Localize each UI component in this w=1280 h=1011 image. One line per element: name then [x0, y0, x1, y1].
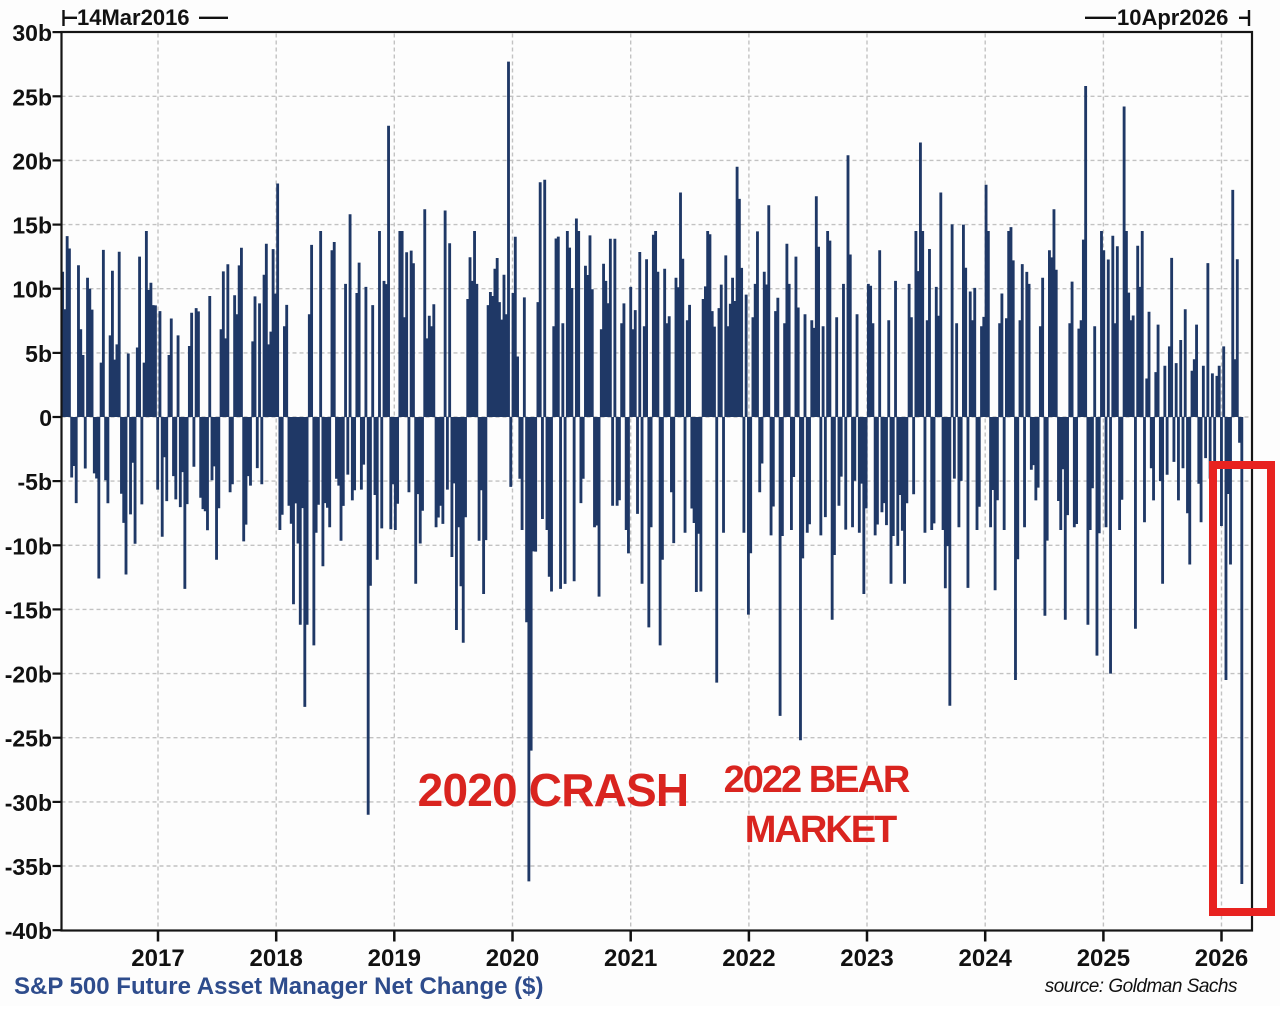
svg-text:2022 BEAR: 2022 BEAR — [724, 759, 910, 801]
svg-text:10b: 10b — [12, 277, 52, 303]
svg-text:-5b: -5b — [18, 469, 53, 495]
svg-text:2019: 2019 — [368, 945, 421, 972]
svg-text:20b: 20b — [12, 148, 52, 174]
svg-text:-40b: -40b — [5, 918, 52, 944]
svg-text:2022: 2022 — [722, 945, 775, 972]
svg-text:2020: 2020 — [486, 945, 539, 972]
svg-text:2024: 2024 — [959, 945, 1013, 972]
svg-text:25b: 25b — [12, 84, 52, 110]
svg-text:10Apr2026: 10Apr2026 — [1117, 5, 1228, 30]
svg-text:MARKET: MARKET — [745, 809, 897, 851]
svg-text:2021: 2021 — [604, 945, 657, 972]
svg-text:-25b: -25b — [5, 726, 52, 752]
svg-text:5b: 5b — [25, 341, 52, 367]
svg-text:2023: 2023 — [840, 945, 893, 972]
svg-text:-35b: -35b — [5, 854, 52, 880]
svg-text:0: 0 — [39, 405, 52, 431]
svg-text:2018: 2018 — [250, 945, 303, 972]
svg-text:-20b: -20b — [5, 662, 52, 688]
svg-text:2020 CRASH: 2020 CRASH — [418, 764, 689, 816]
svg-text:2025: 2025 — [1077, 945, 1130, 972]
svg-text:15b: 15b — [12, 213, 52, 239]
svg-text:2017: 2017 — [131, 945, 184, 972]
svg-text:source: Goldman Sachs: source: Goldman Sachs — [1045, 976, 1238, 997]
svg-text:2026: 2026 — [1195, 945, 1248, 972]
svg-text:-10b: -10b — [5, 533, 52, 559]
svg-text:30b: 30b — [12, 20, 52, 46]
svg-text:-30b: -30b — [5, 790, 52, 816]
svg-text:S&P 500 Future Asset Manager N: S&P 500 Future Asset Manager Net Change … — [14, 973, 543, 1000]
svg-text:-15b: -15b — [5, 597, 52, 623]
svg-text:14Mar2016: 14Mar2016 — [77, 5, 190, 30]
